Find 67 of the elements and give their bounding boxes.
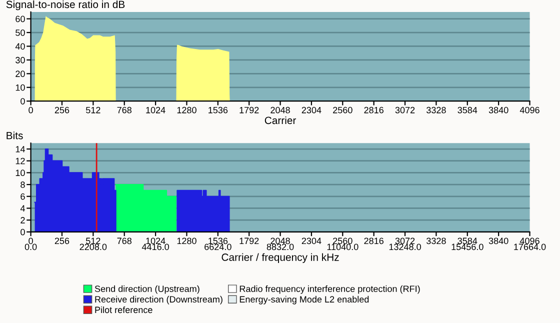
- legend-label: Energy-saving Mode L2 enabled: [240, 296, 369, 304]
- y-tick-label: 12: [16, 158, 25, 164]
- x-tick-label: 2560: [333, 238, 352, 244]
- y-tick-label: 6: [20, 193, 25, 200]
- x-tick-label: 2816: [364, 106, 384, 114]
- x-tick-label: 2304: [302, 238, 322, 244]
- x-tick-label: 4096: [520, 106, 540, 114]
- y-axis-title: Signal-to-noise ratio in dB: [6, 0, 125, 10]
- y-tick-label: 40: [15, 43, 25, 50]
- x2-tick-label: 13248.0: [389, 244, 421, 250]
- x-tick-label: 4096: [520, 238, 540, 244]
- x-tick-label: 1536: [208, 106, 228, 114]
- y-tick-label: 8: [20, 182, 25, 188]
- x2-tick-label: 0.0: [24, 244, 37, 250]
- x2-tick-label: 17664.0: [514, 244, 546, 250]
- x-tick-label: 1792: [240, 238, 259, 244]
- x-tick-label: 1280: [177, 106, 196, 114]
- y-tick-label: 10: [16, 84, 25, 91]
- x-tick-label: 3840: [488, 106, 508, 114]
- y-tick-label: 50: [16, 29, 25, 36]
- legend-label: Pilot reference: [95, 306, 152, 314]
- y-tick-label: 20: [16, 70, 25, 78]
- x-tick-label: 1024: [146, 106, 166, 114]
- x-tick-label: 2048: [270, 106, 290, 114]
- x-tick-label: 1280: [177, 238, 196, 244]
- x-tick-label: 512: [86, 238, 100, 244]
- y-tick-label: 10: [16, 170, 25, 176]
- y-tick-label: 2: [20, 217, 25, 224]
- x2-tick-label: 4416.0: [142, 244, 169, 250]
- x-tick-label: 1024: [146, 238, 166, 244]
- x2-tick-label: 6624.0: [204, 244, 232, 250]
- y-tick-label: 60: [16, 16, 25, 22]
- x-tick-label: 768: [117, 238, 132, 244]
- x2-tick-label: 8832.0: [266, 244, 294, 250]
- legend-label: Receive direction (Downstream): [95, 296, 222, 304]
- y-tick-label: 0: [20, 228, 25, 236]
- x-tick-label: 256: [54, 106, 70, 114]
- x-tick-label: 3072: [395, 238, 415, 244]
- legend-label: Send direction (Upstream): [94, 285, 200, 294]
- x-tick-label: 1792: [240, 106, 259, 114]
- legend-label: Radio frequency interference protection (RFI): [240, 285, 420, 294]
- x2-axis-title: Carrier / frequency in kHz: [222, 253, 339, 263]
- x-tick-label: 2048: [270, 238, 290, 244]
- x-tick-label: 2816: [364, 238, 384, 244]
- x-tick-label: 3328: [426, 106, 446, 114]
- x-tick-label: 2304: [302, 106, 322, 114]
- x-tick-label: 3584: [458, 238, 478, 244]
- x-tick-label: 3072: [395, 106, 415, 114]
- x-axis-title: Carrier: [264, 116, 296, 124]
- y-tick-label: 14: [16, 146, 25, 152]
- x-tick-label: 3328: [426, 238, 446, 244]
- x2-tick-label: 11040.0: [327, 244, 358, 250]
- x2-tick-label: 2208.0: [80, 244, 107, 250]
- x-tick-label: 3584: [458, 106, 478, 114]
- x-tick-label: 768: [117, 106, 132, 114]
- y-tick-label: 30: [16, 56, 25, 64]
- y-tick-label: 4: [20, 205, 25, 212]
- x2-tick-label: 15456.0: [452, 244, 484, 250]
- x-tick-label: 1536: [208, 238, 228, 244]
- y-tick-label: 0: [20, 98, 25, 104]
- x-tick-label: 0: [28, 106, 33, 114]
- y-axis-title: Bits: [6, 132, 23, 140]
- x-tick-label: 3840: [488, 238, 508, 244]
- x-tick-label: 0: [28, 238, 33, 244]
- x-tick-label: 256: [54, 238, 70, 244]
- x-tick-label: 512: [86, 106, 100, 114]
- x-tick-label: 2560: [333, 106, 352, 114]
